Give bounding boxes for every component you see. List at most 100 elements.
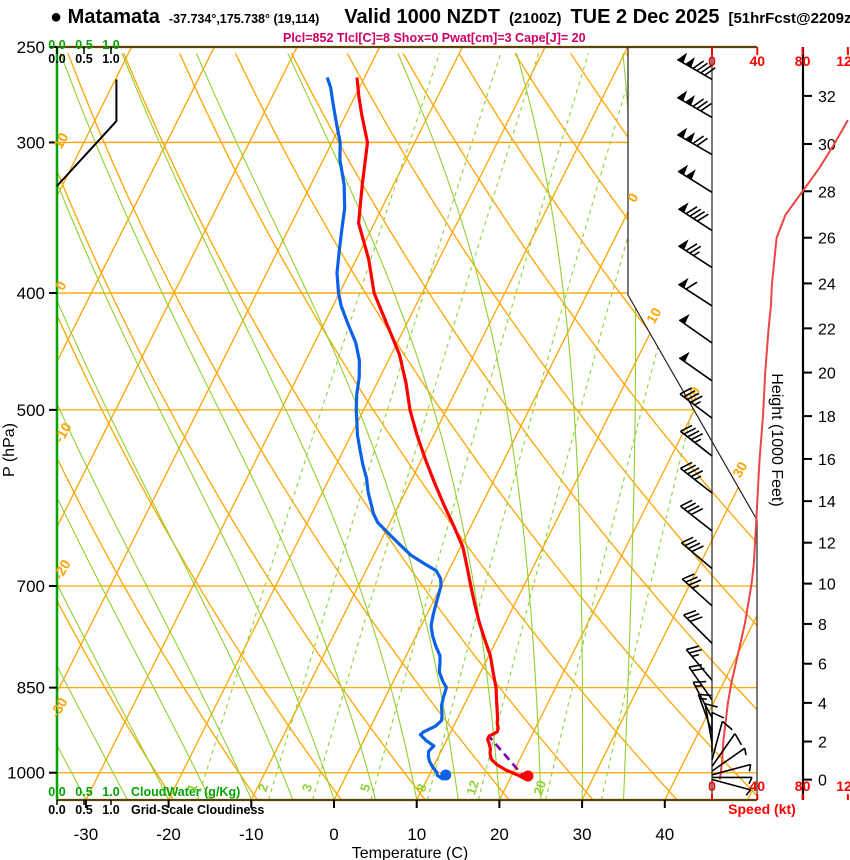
svg-text:10: 10 xyxy=(643,305,665,327)
svg-text:0.5: 0.5 xyxy=(75,38,92,52)
svg-text:20: 20 xyxy=(490,825,509,844)
wind-barb xyxy=(678,239,713,269)
wind-barb xyxy=(711,720,733,761)
svg-text:2: 2 xyxy=(255,782,272,794)
svg-text:1000: 1000 xyxy=(7,764,45,783)
svg-text:Speed (kt): Speed (kt) xyxy=(728,801,796,817)
wind-barb xyxy=(711,778,752,796)
plot-border xyxy=(57,45,805,802)
svg-text:30: 30 xyxy=(729,459,751,481)
svg-text:CloudWater (g/Kg): CloudWater (g/Kg) xyxy=(131,785,240,799)
svg-text:0.0: 0.0 xyxy=(48,803,65,817)
wind-barb xyxy=(683,609,713,644)
wind-barbs xyxy=(676,52,753,796)
svg-text:22: 22 xyxy=(818,321,836,338)
svg-text:-20: -20 xyxy=(156,825,181,844)
surface-dewpoint-dot xyxy=(440,769,452,781)
wind-barb xyxy=(712,776,753,785)
surface-temp-dot xyxy=(522,770,534,782)
svg-text:850: 850 xyxy=(17,679,45,698)
wind-barb xyxy=(680,536,713,570)
svg-text:1.0: 1.0 xyxy=(102,52,119,66)
forecast-hour: [51hrFcst@2209z] xyxy=(728,10,850,27)
grid-lines xyxy=(57,47,757,800)
wind-barb xyxy=(711,747,747,772)
wind-barb xyxy=(676,52,716,81)
svg-text:2: 2 xyxy=(818,735,827,752)
svg-text:8: 8 xyxy=(818,617,827,634)
speed-axis: 0040408080120120Speed (kt) xyxy=(708,47,850,817)
svg-text:3: 3 xyxy=(299,782,316,794)
svg-text:18: 18 xyxy=(818,409,836,426)
station-coords: -37.734°,175.738° (19,114) xyxy=(168,12,320,26)
svg-text:400: 400 xyxy=(17,284,45,303)
wind-barb xyxy=(677,164,713,194)
wind-barb xyxy=(679,461,713,494)
svg-text:6: 6 xyxy=(818,657,827,674)
wind-barb xyxy=(679,424,713,457)
svg-text:-30: -30 xyxy=(74,825,99,844)
parcel-path xyxy=(488,736,528,781)
svg-text:Grid-Scale Cloudiness: Grid-Scale Cloudiness xyxy=(131,803,264,817)
svg-text:-20: -20 xyxy=(50,557,74,583)
wind-barb xyxy=(678,313,713,344)
svg-text:32: 32 xyxy=(818,89,836,106)
chart-title: ● Matamata -37.734°,175.738° (19,114) Va… xyxy=(50,6,850,29)
wind-barb xyxy=(678,351,713,382)
svg-text:14: 14 xyxy=(818,494,836,511)
wind-barb xyxy=(676,90,713,119)
svg-text:0: 0 xyxy=(818,773,827,790)
svg-text:P (hPa): P (hPa) xyxy=(1,423,18,477)
svg-text:0: 0 xyxy=(708,778,716,794)
wind-barb xyxy=(679,387,713,419)
valid-zulu: (2100Z) xyxy=(508,10,562,27)
wind-barb xyxy=(678,202,713,232)
wind-barb xyxy=(704,702,718,744)
wind-barb xyxy=(688,664,713,701)
wind-barb xyxy=(692,680,713,718)
wind-barb xyxy=(711,711,725,753)
svg-text:0.5: 0.5 xyxy=(75,803,92,817)
svg-text:500: 500 xyxy=(17,401,45,420)
svg-text:80: 80 xyxy=(795,53,811,69)
wind-barb xyxy=(681,573,713,607)
svg-text:120: 120 xyxy=(836,778,850,794)
svg-text:0: 0 xyxy=(52,278,70,293)
svg-text:5: 5 xyxy=(357,782,374,794)
svg-text:40: 40 xyxy=(750,778,766,794)
svg-text:0: 0 xyxy=(708,53,716,69)
svg-text:0.0: 0.0 xyxy=(48,52,65,66)
svg-text:0.5: 0.5 xyxy=(75,52,92,66)
svg-text:700: 700 xyxy=(17,577,45,596)
svg-text:120: 120 xyxy=(836,53,850,69)
svg-text:4: 4 xyxy=(818,696,827,713)
svg-text:16: 16 xyxy=(818,452,836,469)
cloud-scales: 0.00.00.00.00.50.50.50.51.01.01.01.0Clou… xyxy=(48,38,264,817)
station-name: ● Matamata xyxy=(50,6,160,28)
svg-text:Temperature (C): Temperature (C) xyxy=(352,845,468,860)
svg-text:1.0: 1.0 xyxy=(102,785,119,799)
wind-barb xyxy=(676,127,713,156)
wind-barb xyxy=(678,277,713,307)
svg-text:10: 10 xyxy=(818,577,836,594)
svg-text:40: 40 xyxy=(655,825,674,844)
svg-text:250: 250 xyxy=(17,38,45,57)
svg-text:40: 40 xyxy=(750,53,766,69)
svg-text:1: 1 xyxy=(184,782,201,794)
cloudiness-profile xyxy=(56,79,118,187)
temperature-curve xyxy=(355,77,527,781)
svg-text:1.0: 1.0 xyxy=(102,38,119,52)
sounding-indices: Plcl=852 Tlcl[C]=8 Shox=0 Pwat[cm]=3 Cap… xyxy=(283,31,586,45)
svg-text:-10: -10 xyxy=(239,825,264,844)
svg-text:30: 30 xyxy=(573,825,592,844)
svg-text:8: 8 xyxy=(413,782,430,794)
svg-text:300: 300 xyxy=(17,133,45,152)
temperature-axis: -30 -20 -10 0 10 20 30 40 Temperature (C) xyxy=(74,800,674,860)
svg-text:Height (1000 Feet): Height (1000 Feet) xyxy=(768,373,785,506)
svg-text:26: 26 xyxy=(818,231,836,248)
svg-text:1.0: 1.0 xyxy=(102,803,119,817)
svg-text:0.0: 0.0 xyxy=(48,38,65,52)
